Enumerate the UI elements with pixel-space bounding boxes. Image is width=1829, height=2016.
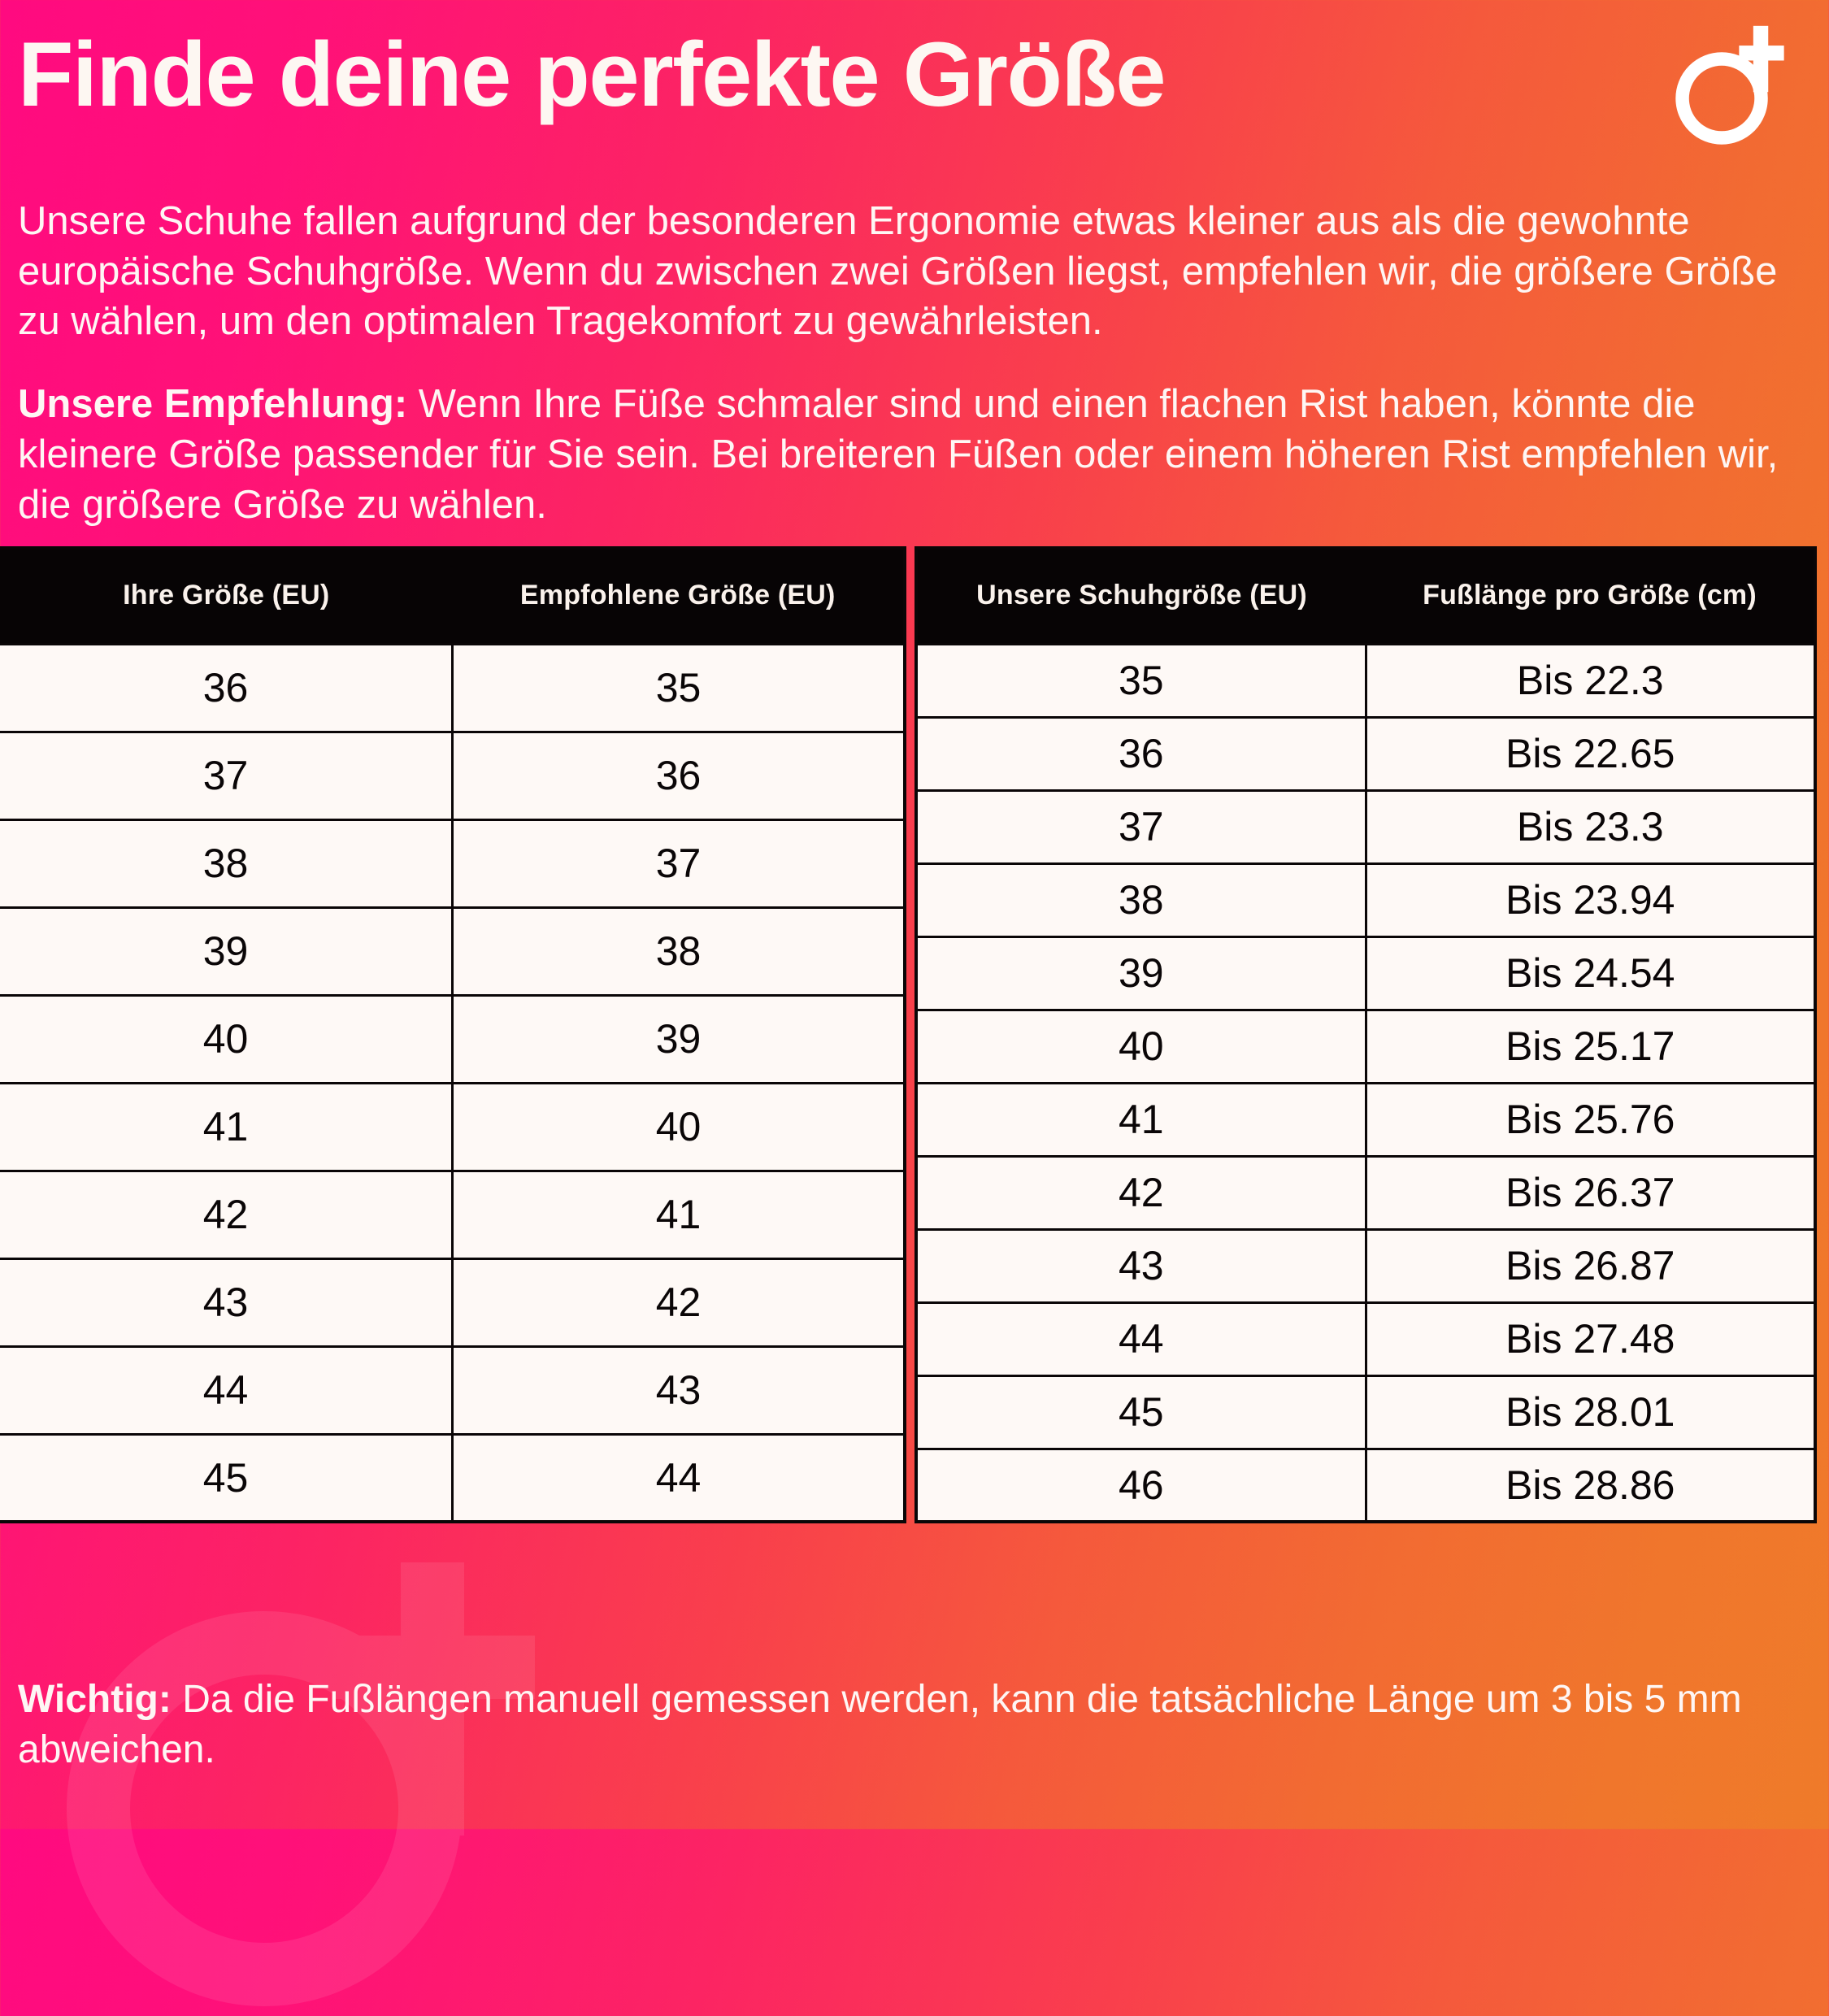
table-row: 36 Bis 22.65	[914, 715, 1817, 792]
intro-paragraph: Unsere Schuhe fallen aufgrund der besond…	[18, 199, 1778, 344]
conversion_table-cell: 43	[451, 1345, 906, 1436]
conversion_table-cell: 38	[451, 906, 906, 997]
table-row: 41 40	[0, 1081, 906, 1172]
table-row: 40 39	[0, 993, 906, 1084]
length_table-cell: Bis 22.65	[1364, 715, 1817, 792]
table-header-row: Unsere Schuhgröße (EU) Fußlänge pro Größ…	[916, 548, 1815, 644]
conversion_table-cell: 45	[0, 1432, 454, 1522]
length_table-cell: Bis 22.3	[1364, 642, 1817, 719]
size-tables: Ihre Größe (EU) Empfohlene Größe (EU) 36…	[0, 546, 1829, 1546]
footer-note: Wichtig: Da die Fußlängen manuell gemess…	[18, 1675, 1806, 1776]
length_table-cell: Bis 25.76	[1364, 1081, 1817, 1158]
intro-copy: Unsere Schuhe fallen aufgrund der besond…	[18, 197, 1802, 530]
table-header-row: Ihre Größe (EU) Empfohlene Größe (EU)	[0, 548, 905, 644]
length-table: Unsere Schuhgröße (EU) Fußlänge pro Größ…	[914, 546, 1817, 1523]
conversion_table-cell: 43	[0, 1257, 454, 1348]
column-header-recommended-size: Empfohlene Größe (EU)	[452, 548, 905, 644]
page-title: Finde deine perfekte Größe	[18, 24, 1166, 125]
recommendation-paragraph: Unsere Empfehlung: Wenn Ihre Füße schmal…	[18, 380, 1802, 530]
conversion_table-cell: 39	[451, 993, 906, 1084]
conversion-table-body: 36 35 37 36 38 37 39 38 40 39 41 40 42 41 43 42 44 43 45 44	[0, 642, 906, 1522]
length-table-body: 35 Bis 22.3 36 Bis 22.65 37 Bis 23.3 38 Bis 23.…	[914, 642, 1817, 1522]
conversion_table-cell: 44	[0, 1345, 454, 1436]
length_table-cell: Bis 23.3	[1364, 789, 1817, 865]
conversion_table-cell: 40	[0, 993, 454, 1084]
table-row: 39 38	[0, 906, 906, 997]
table-row: 45 44	[0, 1432, 906, 1522]
table-row: 35 Bis 22.3	[914, 642, 1817, 719]
column-header-your-size: Ihre Größe (EU)	[0, 548, 453, 644]
length_table-cell: 44	[914, 1301, 1367, 1377]
length_table-cell: 35	[914, 642, 1367, 719]
length_table-cell: 42	[914, 1154, 1367, 1231]
conversion_table-cell: 39	[0, 906, 454, 997]
conversion_table-cell: 41	[451, 1169, 906, 1260]
length_table-cell: 46	[914, 1447, 1367, 1522]
conversion_table-cell: 37	[451, 818, 906, 909]
column-header-our-size: Unsere Schuhgröße (EU)	[916, 548, 1366, 644]
length_table-cell: 37	[914, 789, 1367, 865]
column-header-foot-length: Fußlänge pro Größe (cm)	[1366, 548, 1815, 644]
table-row: 41 Bis 25.76	[914, 1081, 1817, 1158]
table-row: 46 Bis 28.86	[914, 1447, 1817, 1522]
recommendation-label: Unsere Empfehlung:	[18, 382, 408, 427]
conversion_table-cell: 40	[451, 1081, 906, 1172]
table-row: 43 Bis 26.87	[914, 1227, 1817, 1304]
length_table-cell: Bis 27.48	[1364, 1301, 1817, 1377]
table-row: 42 Bis 26.37	[914, 1154, 1817, 1231]
conversion-table: Ihre Größe (EU) Empfohlene Größe (EU) 36…	[0, 546, 906, 1523]
length_table-cell: 41	[914, 1081, 1367, 1158]
length_table-cell: Bis 26.37	[1364, 1154, 1817, 1231]
table-row: 42 41	[0, 1169, 906, 1260]
table-row: 38 Bis 23.94	[914, 862, 1817, 938]
length_table-cell: 45	[914, 1374, 1367, 1450]
o-plus-logo-icon	[1666, 21, 1805, 151]
page-header: Finde deine perfekte Größe	[18, 24, 1644, 125]
recommendation-text: Wenn Ihre Füße schmaler sind und einen f…	[18, 382, 1779, 527]
conversion_table-cell: 42	[451, 1257, 906, 1348]
length_table-cell: 39	[914, 935, 1367, 1011]
length_table-cell: 38	[914, 862, 1367, 938]
table-row: 37 Bis 23.3	[914, 789, 1817, 865]
table-row: 37 36	[0, 730, 906, 821]
length_table-cell: Bis 24.54	[1364, 935, 1817, 1011]
length_table-cell: Bis 23.94	[1364, 862, 1817, 938]
conversion_table-cell: 36	[0, 642, 454, 733]
table-row: 45 Bis 28.01	[914, 1374, 1817, 1450]
table-row: 36 35	[0, 642, 906, 733]
important-text: Da die Fußlängen manuell gemessen werden…	[18, 1678, 1742, 1772]
table-row: 38 37	[0, 818, 906, 909]
table-row: 39 Bis 24.54	[914, 935, 1817, 1011]
length_table-cell: Bis 28.01	[1364, 1374, 1817, 1450]
table-row: 43 42	[0, 1257, 906, 1348]
conversion_table-cell: 41	[0, 1081, 454, 1172]
table-row: 44 43	[0, 1345, 906, 1436]
length_table-cell: Bis 26.87	[1364, 1227, 1817, 1304]
length_table-cell: Bis 25.17	[1364, 1008, 1817, 1084]
conversion_table-cell: 37	[0, 730, 454, 821]
length_table-cell: Bis 28.86	[1364, 1447, 1817, 1522]
table-row: 44 Bis 27.48	[914, 1301, 1817, 1377]
length_table-cell: 43	[914, 1227, 1367, 1304]
conversion_table-cell: 42	[0, 1169, 454, 1260]
important-label: Wichtig:	[18, 1678, 172, 1721]
conversion_table-cell: 35	[451, 642, 906, 733]
conversion_table-cell: 38	[0, 818, 454, 909]
table-row: 40 Bis 25.17	[914, 1008, 1817, 1084]
length_table-cell: 40	[914, 1008, 1367, 1084]
conversion_table-cell: 36	[451, 730, 906, 821]
conversion_table-cell: 44	[451, 1432, 906, 1522]
length_table-cell: 36	[914, 715, 1367, 792]
